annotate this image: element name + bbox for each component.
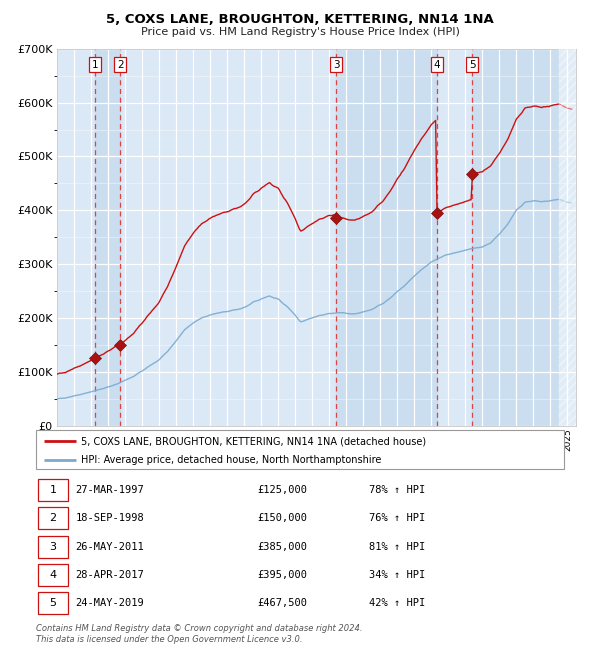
Bar: [95, 49, 120, 426]
FancyBboxPatch shape: [38, 592, 68, 614]
Text: 1: 1: [92, 60, 98, 70]
Text: 2: 2: [117, 60, 124, 70]
Text: 27-MAR-1997: 27-MAR-1997: [76, 485, 145, 495]
Text: £467,500: £467,500: [258, 599, 308, 608]
Bar: [336, 49, 437, 426]
Text: 5: 5: [469, 60, 476, 70]
Text: HPI: Average price, detached house, North Northamptonshire: HPI: Average price, detached house, Nort…: [81, 455, 381, 465]
Text: 24-MAY-2019: 24-MAY-2019: [76, 599, 145, 608]
FancyBboxPatch shape: [38, 564, 68, 586]
Text: 26-MAY-2011: 26-MAY-2011: [76, 541, 145, 552]
Text: 18-SEP-1998: 18-SEP-1998: [76, 514, 145, 523]
Text: £125,000: £125,000: [258, 485, 308, 495]
Bar: [559, 49, 576, 426]
Text: 4: 4: [433, 60, 440, 70]
Text: 3: 3: [333, 60, 340, 70]
FancyBboxPatch shape: [38, 508, 68, 529]
Text: 81% ↑ HPI: 81% ↑ HPI: [368, 541, 425, 552]
Text: 5, COXS LANE, BROUGHTON, KETTERING, NN14 1NA (detached house): 5, COXS LANE, BROUGHTON, KETTERING, NN14…: [81, 436, 426, 446]
Text: Contains HM Land Registry data © Crown copyright and database right 2024.
This d: Contains HM Land Registry data © Crown c…: [36, 624, 362, 644]
Text: 1: 1: [49, 485, 56, 495]
FancyBboxPatch shape: [38, 479, 68, 501]
Text: 34% ↑ HPI: 34% ↑ HPI: [368, 570, 425, 580]
FancyBboxPatch shape: [38, 536, 68, 558]
Text: Price paid vs. HM Land Registry's House Price Index (HPI): Price paid vs. HM Land Registry's House …: [140, 27, 460, 37]
Text: 5, COXS LANE, BROUGHTON, KETTERING, NN14 1NA: 5, COXS LANE, BROUGHTON, KETTERING, NN14…: [106, 13, 494, 26]
Text: £395,000: £395,000: [258, 570, 308, 580]
Text: 28-APR-2017: 28-APR-2017: [76, 570, 145, 580]
Text: 78% ↑ HPI: 78% ↑ HPI: [368, 485, 425, 495]
Text: 3: 3: [49, 541, 56, 552]
Bar: [472, 49, 576, 426]
Text: 2: 2: [49, 514, 56, 523]
Text: 5: 5: [49, 599, 56, 608]
Text: 76% ↑ HPI: 76% ↑ HPI: [368, 514, 425, 523]
Text: 4: 4: [49, 570, 56, 580]
Text: £150,000: £150,000: [258, 514, 308, 523]
Text: 42% ↑ HPI: 42% ↑ HPI: [368, 599, 425, 608]
Text: £385,000: £385,000: [258, 541, 308, 552]
